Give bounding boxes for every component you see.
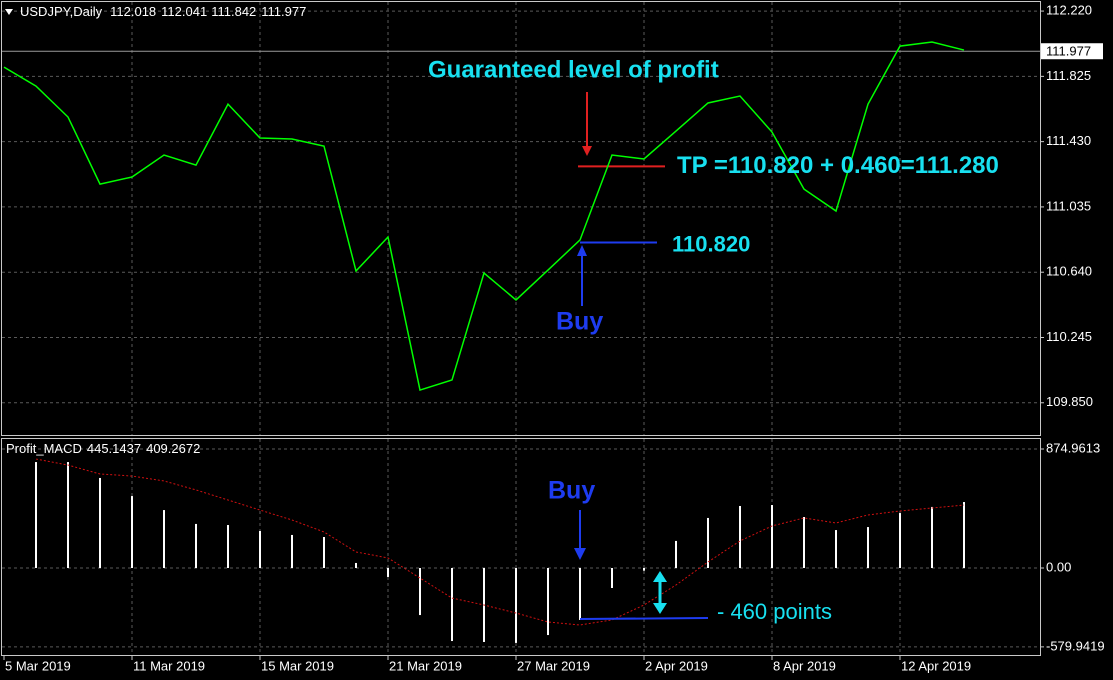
buy-label: Buy xyxy=(556,308,603,336)
x-tick-label: 12 Apr 2019 xyxy=(901,658,971,673)
open: 112.018 xyxy=(110,4,156,19)
y-tick-label: 111.035 xyxy=(1046,198,1091,213)
y-tick-label: 110.640 xyxy=(1046,264,1092,279)
points-label: - 460 points xyxy=(717,599,832,624)
high: 112.041 xyxy=(161,4,207,19)
collapse-icon[interactable] xyxy=(5,9,13,15)
indicator-name: Profit_MACD xyxy=(6,441,82,456)
y-tick-label: 109.850 xyxy=(1046,394,1093,409)
signal-value: 409.2672 xyxy=(146,441,200,456)
x-tick-label: 21 Mar 2019 xyxy=(389,658,462,673)
y-tick-label: -579.9419 xyxy=(1046,638,1105,653)
low: 111.842 xyxy=(211,4,256,19)
current-price-label: 111.977 xyxy=(1046,44,1091,59)
macd-panel-frame xyxy=(1,438,1041,656)
tp-arrow-head xyxy=(582,146,592,156)
current-price-box xyxy=(1041,43,1103,60)
price-panel-frame xyxy=(1,1,1041,436)
x-tick-label: 11 Mar 2019 xyxy=(133,658,205,673)
macd-buy-arrow-head xyxy=(574,548,586,560)
x-tick-label: 5 Mar 2019 xyxy=(5,658,71,673)
distance-arrow-top xyxy=(653,571,667,582)
macd-level-line xyxy=(579,617,709,620)
y-tick-label: 111.825 xyxy=(1046,68,1091,83)
x-tick-label: 8 Apr 2019 xyxy=(773,658,836,673)
plot-layer: 112.220 111.825 111.430 111.035 110.640 110.2… xyxy=(2,2,1105,673)
buy-arrow-head xyxy=(577,245,587,256)
y-tick-label: 110.245 xyxy=(1046,329,1092,344)
entry-label: 110.820 xyxy=(672,231,750,256)
symbol: USDJPY,Daily xyxy=(20,4,103,19)
macd-header: Profit_MACD 445.1437 409.2672 xyxy=(6,441,200,456)
macd-buy-label: Buy xyxy=(548,477,595,505)
y-tick-label: 0.00 xyxy=(1046,559,1071,574)
macd-value: 445.1437 xyxy=(87,441,141,456)
x-tick-label: 27 Mar 2019 xyxy=(517,658,590,673)
distance-arrow-bottom xyxy=(653,603,667,614)
price-header: USDJPY,Daily 112.018 112.041 111.842 111.977 xyxy=(20,4,306,19)
signal-line xyxy=(35,458,965,626)
price-line xyxy=(3,41,965,392)
y-tick-label: 874.9613 xyxy=(1046,440,1100,455)
x-tick-label: 15 Mar 2019 xyxy=(261,658,334,673)
x-tick-label: 2 Apr 2019 xyxy=(645,658,708,673)
profit-note: Guaranteed level of profit xyxy=(428,56,719,83)
y-tick-label: 111.430 xyxy=(1046,133,1091,148)
tp-label: TP =110.820 + 0.460=111.280 xyxy=(677,152,999,179)
y-tick-label: 112.220 xyxy=(1046,3,1092,18)
close: 111.977 xyxy=(261,4,306,19)
